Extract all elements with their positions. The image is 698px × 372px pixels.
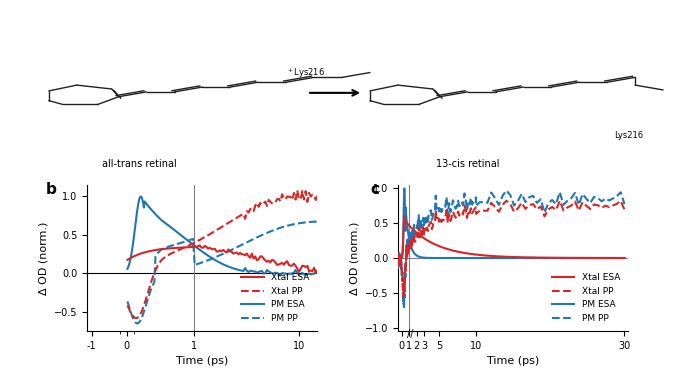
Y-axis label: Δ OD (norm.): Δ OD (norm.) (349, 221, 359, 295)
Text: c: c (371, 182, 380, 197)
Legend: Xtal ESA, Xtal PP, PM ESA, PM PP: Xtal ESA, Xtal PP, PM ESA, PM PP (237, 270, 313, 327)
X-axis label: Time (ps): Time (ps) (176, 356, 228, 366)
Text: all-trans retinal: all-trans retinal (102, 160, 177, 169)
Legend: Xtal ESA, Xtal PP, PM ESA, PM PP: Xtal ESA, Xtal PP, PM ESA, PM PP (549, 270, 624, 327)
Text: Lys216: Lys216 (614, 131, 643, 140)
Y-axis label: Δ OD (norm.): Δ OD (norm.) (38, 221, 48, 295)
X-axis label: Time (ps): Time (ps) (487, 356, 540, 366)
Text: $^+$Lys216: $^+$Lys216 (286, 67, 325, 80)
Text: 13-cis retinal: 13-cis retinal (436, 160, 499, 169)
Text: //: // (407, 329, 413, 339)
Text: b: b (46, 182, 57, 197)
